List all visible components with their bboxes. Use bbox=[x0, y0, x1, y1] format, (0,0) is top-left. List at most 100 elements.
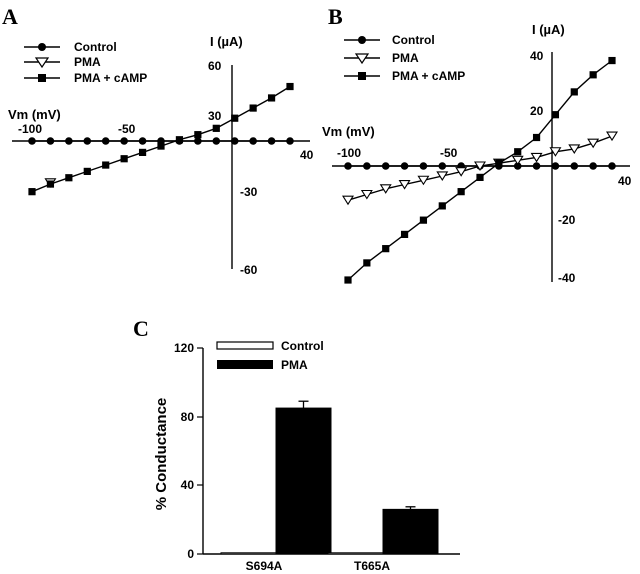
legend-label-pma: PMA bbox=[281, 358, 308, 372]
data-point-pma-camp bbox=[194, 131, 202, 139]
data-point-pma-camp bbox=[363, 259, 371, 267]
data-point-pma bbox=[474, 161, 486, 172]
data-point-control bbox=[230, 137, 239, 145]
data-point-pma-camp bbox=[514, 148, 522, 156]
data-point-control bbox=[120, 137, 128, 145]
panel-a-y-tick-neg30: -30 bbox=[240, 185, 258, 199]
legend-label-pma: PMA bbox=[392, 51, 419, 65]
panel-a-x-tick-neg50: -50 bbox=[118, 122, 136, 136]
data-point-pma-camp bbox=[438, 202, 446, 210]
panel-c-category-s694a: S694A bbox=[246, 559, 283, 573]
data-point-control bbox=[589, 162, 597, 170]
data-point-pma-camp bbox=[175, 136, 184, 144]
legend-marker-pma bbox=[34, 57, 50, 69]
panel-a-legend: Control PMA PMA + cAMP bbox=[24, 40, 147, 85]
data-point-pma-camp bbox=[532, 133, 541, 142]
legend-swatch-control bbox=[216, 341, 274, 350]
data-point-control bbox=[194, 137, 202, 145]
legend-marker-pma-camp bbox=[358, 72, 366, 80]
legend-label-control: Control bbox=[392, 33, 435, 47]
legend-marker-control bbox=[38, 43, 46, 51]
data-point-control bbox=[513, 162, 522, 170]
data-point-pma-camp bbox=[267, 94, 276, 102]
data-point-pma bbox=[455, 167, 468, 177]
data-point-pma bbox=[568, 144, 581, 154]
data-point-control bbox=[101, 137, 110, 145]
panel-a-letter: A bbox=[2, 4, 18, 29]
panel-b-letter: B bbox=[328, 4, 343, 29]
data-point-pma-camp bbox=[138, 148, 147, 156]
data-point-control bbox=[532, 162, 541, 170]
panel-b-y-title: I (µA) bbox=[532, 22, 565, 37]
data-point-pma-camp bbox=[65, 174, 73, 182]
data-point-pma-camp bbox=[495, 159, 503, 167]
data-point-control bbox=[419, 162, 428, 170]
data-point-control bbox=[249, 137, 257, 145]
panel-c: C Control PMA 120 80 40 0 % Conductance … bbox=[133, 316, 460, 573]
data-point-control bbox=[138, 137, 147, 145]
panel-b: B Control PMA PMA + cAMP I (µA) Vm (mV) … bbox=[322, 4, 632, 285]
data-point-control bbox=[551, 162, 560, 170]
data-point-pma-camp bbox=[212, 124, 220, 132]
panel-a: A Control PMA PMA + cAMP I (µA) Vm (mV) … bbox=[2, 4, 314, 277]
data-point-pma-camp bbox=[102, 161, 110, 169]
data-point-pma-camp bbox=[608, 56, 616, 65]
panel-b-x-tick-neg50: -50 bbox=[440, 146, 458, 160]
panel-b-y-tick-neg40: -40 bbox=[558, 271, 576, 285]
data-point-pma-camp bbox=[382, 245, 390, 253]
data-point-control bbox=[363, 162, 371, 170]
data-point-control bbox=[570, 162, 579, 170]
legend-swatch-pma bbox=[217, 360, 273, 369]
panel-b-y-tick-neg20: -20 bbox=[558, 213, 576, 227]
data-point-pma bbox=[606, 131, 618, 142]
panel-c-y-title: % Conductance bbox=[153, 398, 170, 511]
panel-a-y-title: I (µA) bbox=[210, 34, 243, 49]
data-point-control bbox=[608, 162, 616, 170]
data-point-pma-camp bbox=[344, 276, 352, 284]
data-point-control bbox=[267, 137, 276, 145]
data-point-pma-camp bbox=[589, 71, 597, 79]
data-point-control bbox=[83, 137, 92, 145]
data-point-control bbox=[381, 162, 390, 170]
legend-label-pma-camp: PMA + cAMP bbox=[74, 71, 147, 85]
bar-pma-t665a bbox=[382, 508, 439, 555]
panel-b-x-title: Vm (mV) bbox=[322, 124, 375, 139]
legend-marker-pma-camp bbox=[38, 74, 46, 82]
legend-label-control: Control bbox=[281, 339, 324, 353]
panel-b-y-tick-40: 40 bbox=[530, 49, 544, 63]
panel-b-legend: Control PMA PMA + cAMP bbox=[344, 33, 465, 83]
data-point-pma bbox=[436, 171, 449, 182]
data-point-pma bbox=[417, 175, 430, 186]
legend-label-control: Control bbox=[74, 40, 117, 54]
data-point-pma-camp bbox=[231, 114, 239, 122]
data-point-pma-camp bbox=[400, 230, 409, 238]
data-point-pma bbox=[549, 147, 562, 157]
data-point-control bbox=[28, 137, 36, 145]
data-point-pma bbox=[511, 155, 524, 166]
data-point-pma-camp bbox=[46, 180, 55, 188]
panel-b-x-tick-neg100: -100 bbox=[337, 146, 361, 160]
legend-marker-control bbox=[358, 36, 366, 44]
legend-label-pma-camp: PMA + cAMP bbox=[392, 69, 465, 83]
data-point-control bbox=[286, 137, 294, 145]
panel-a-y-tick-30: 30 bbox=[208, 109, 222, 123]
data-point-control bbox=[65, 137, 73, 145]
panel-b-plot bbox=[342, 56, 618, 284]
panel-a-y-tick-60: 60 bbox=[208, 59, 222, 73]
data-point-pma-camp bbox=[120, 155, 128, 163]
data-point-pma bbox=[379, 184, 392, 194]
data-point-pma bbox=[398, 179, 411, 190]
panel-c-legend: Control PMA bbox=[216, 339, 324, 372]
panel-c-y-tick-120: 120 bbox=[174, 341, 194, 355]
panel-c-y-tick-80: 80 bbox=[181, 410, 195, 424]
data-point-pma-camp bbox=[249, 104, 257, 112]
panel-c-y-tick-0: 0 bbox=[187, 547, 194, 561]
data-point-control bbox=[438, 162, 447, 170]
data-point-control bbox=[400, 162, 409, 170]
legend-label-pma: PMA bbox=[74, 55, 101, 69]
bar-pma-s694a bbox=[275, 407, 332, 555]
panel-b-y-tick-20: 20 bbox=[530, 104, 544, 118]
data-point-pma bbox=[342, 195, 354, 206]
panel-a-x-tick-neg100: -100 bbox=[18, 122, 42, 136]
